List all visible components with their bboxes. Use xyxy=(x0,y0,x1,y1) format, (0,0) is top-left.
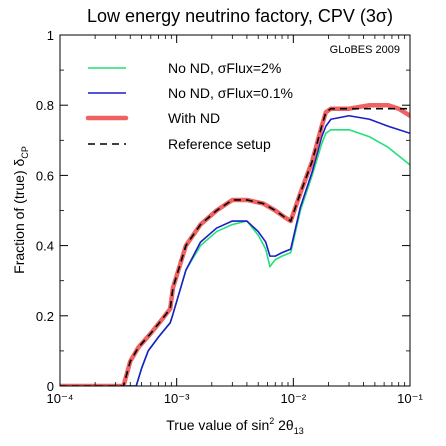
y-tick-label: 0.6 xyxy=(36,168,54,183)
legend-label: With ND xyxy=(168,110,220,126)
legend-label: No ND, σFlux=0.1% xyxy=(168,85,293,101)
ticks-layer: 10⁻⁴ 10⁻³ 10⁻² 10⁻¹ 0 0.2 0.4 0.6 0.8 1 xyxy=(36,28,424,406)
legend-label: No ND, σFlux=2% xyxy=(168,60,281,76)
y-tick-label: 0.8 xyxy=(36,98,54,113)
chart-title: Low energy neutrino factory, CPV (3σ) xyxy=(87,6,393,26)
y-tick-label: 1 xyxy=(47,28,54,43)
x-tick-label: 10⁻¹ xyxy=(397,391,423,406)
series-line-0 xyxy=(60,128,410,386)
y-axis-label: Fraction of (true) δCP xyxy=(11,146,30,274)
x-tick-label: 10⁻² xyxy=(281,391,307,406)
y-tick-label: 0 xyxy=(47,379,54,394)
legend: No ND, σFlux=2% No ND, σFlux=0.1% With ND R… xyxy=(85,60,293,152)
x-axis-label: True value of sin2 2θ13 xyxy=(166,416,303,436)
series-layer xyxy=(60,102,410,386)
x-axis-label-text: True value of sin xyxy=(166,417,269,433)
x-tick-label: 10⁻³ xyxy=(164,391,190,406)
series-line-3 xyxy=(60,107,410,386)
y-tick-label: 0.2 xyxy=(36,309,54,324)
y-tick-label: 0.4 xyxy=(36,239,54,254)
x-tick-label: 10⁻⁴ xyxy=(47,391,74,406)
globes-annotation: GLoBES 2009 xyxy=(330,44,400,56)
legend-label: Reference setup xyxy=(168,136,271,152)
series-line-1 xyxy=(60,114,410,386)
